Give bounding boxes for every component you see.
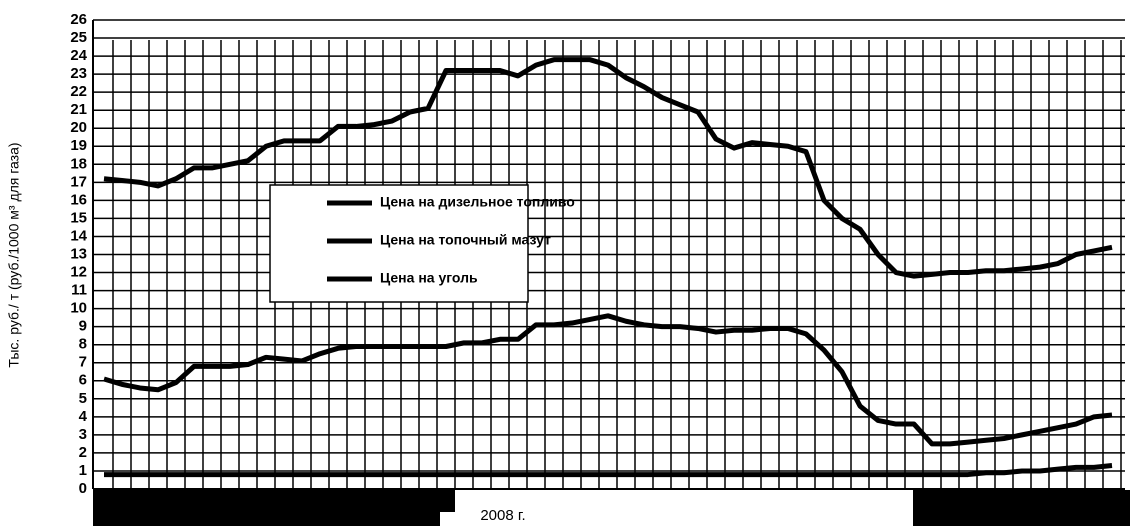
legend-label: Цена на топочный мазут xyxy=(380,232,551,248)
y-tick-label: 19 xyxy=(70,137,87,154)
y-tick-label: 11 xyxy=(71,282,87,299)
x-axis-label: 2008 г. xyxy=(480,507,525,524)
y-tick-label: 0 xyxy=(79,480,87,497)
redaction xyxy=(913,490,1130,526)
y-tick-label: 14 xyxy=(70,227,87,244)
y-tick-label: 7 xyxy=(79,354,87,371)
series-line xyxy=(103,313,1113,447)
y-tick-label: 18 xyxy=(70,155,87,172)
y-tick-label: 10 xyxy=(70,300,87,317)
y-tick-label: 16 xyxy=(70,191,87,208)
y-tick-label: 6 xyxy=(79,372,87,389)
y-tick-label: 8 xyxy=(79,336,87,353)
y-tick-label: 2 xyxy=(79,444,87,461)
y-tick-label: 23 xyxy=(70,65,87,82)
y-tick-label: 15 xyxy=(70,209,87,226)
series-line xyxy=(103,57,1113,279)
legend-label: Цена на уголь xyxy=(380,270,478,286)
y-tick-label: 1 xyxy=(79,462,87,479)
y-tick-label: 21 xyxy=(70,101,87,118)
y-tick-label: 20 xyxy=(70,119,87,136)
y-axis-label: Тыс. руб./ т (руб./1000 м³ для газа) xyxy=(6,142,22,367)
legend xyxy=(269,184,529,303)
series-line xyxy=(104,463,1113,478)
y-tick-label: 12 xyxy=(70,264,87,281)
redaction xyxy=(440,490,455,512)
y-tick-label: 24 xyxy=(70,47,87,64)
y-tick-label: 17 xyxy=(70,173,87,190)
y-tick-label: 9 xyxy=(79,318,87,335)
y-tick-label: 4 xyxy=(79,408,88,425)
y-tick-label: 5 xyxy=(79,390,87,407)
plot: 0123456789101112131415161718192021222324… xyxy=(70,11,1125,497)
y-tick-label: 3 xyxy=(79,426,87,443)
y-tick-label: 22 xyxy=(70,83,87,100)
redaction xyxy=(93,490,440,526)
y-tick-label: 26 xyxy=(70,11,87,28)
legend-label: Цена на дизельное топливо xyxy=(380,194,575,210)
y-tick-label: 25 xyxy=(70,29,87,46)
y-tick-label: 13 xyxy=(70,245,87,262)
